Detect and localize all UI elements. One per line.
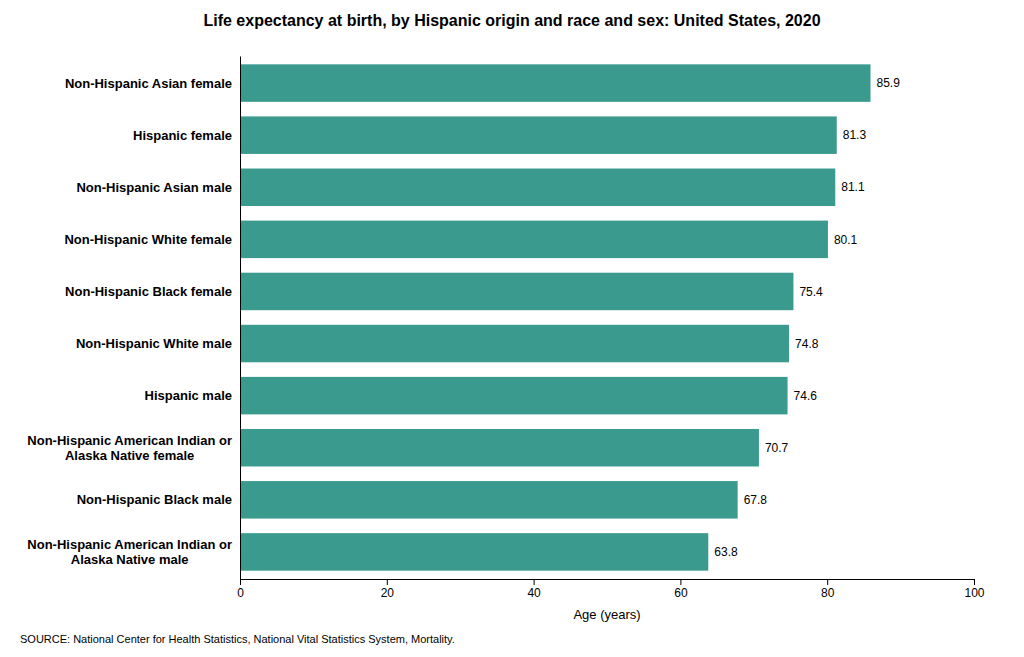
title: Life expectancy at birth, by Hispanic or… bbox=[203, 12, 820, 29]
y-tick: Non-Hispanic Asian female bbox=[65, 76, 232, 91]
data-label: 63.8 bbox=[714, 545, 738, 559]
x-tick-label: 20 bbox=[381, 586, 395, 600]
y-tick-label: Non-Hispanic Black female bbox=[65, 284, 232, 299]
x-axis-line bbox=[241, 580, 975, 586]
bar bbox=[240, 221, 828, 259]
x-tick-label: 60 bbox=[674, 586, 688, 600]
x-tick-mark bbox=[680, 579, 681, 585]
x-tick-label: 100 bbox=[964, 586, 984, 600]
y-tick-label: Hispanic male bbox=[145, 388, 232, 403]
bars bbox=[240, 64, 871, 570]
bar bbox=[240, 116, 837, 154]
x-tick-mark bbox=[387, 579, 388, 585]
x-tick-mark bbox=[827, 579, 828, 585]
x-tick-mark bbox=[974, 579, 975, 585]
y-tick-label: Non-Hispanic Asian female bbox=[65, 76, 232, 91]
x-tick: 100 bbox=[964, 579, 984, 600]
y-tick-label: Non-Hispanic American Indian orAlaska Na… bbox=[27, 537, 232, 567]
bar bbox=[240, 429, 759, 467]
x-tick-mark bbox=[534, 579, 535, 585]
y-tick: Non-Hispanic Asian male bbox=[76, 180, 232, 195]
x-tick: 20 bbox=[381, 579, 395, 600]
x-axis-title: Age (years) bbox=[573, 607, 640, 622]
y-tick-label: Non-Hispanic American Indian orAlaska Na… bbox=[27, 433, 232, 463]
x-tick-label: 40 bbox=[527, 586, 541, 600]
data-labels: 63.8 67.8 70.7 74.6 74.8 75.4 80.1 81.1 81.3 85.9 bbox=[714, 76, 900, 559]
plot-area: 63.8 67.8 70.7 74.6 74.8 75.4 80.1 81.1 81.3 85.9… bbox=[27, 57, 985, 623]
chart-svg: Life expectancy at birth, by Hispanic or… bbox=[0, 0, 1024, 657]
bar bbox=[240, 273, 793, 311]
y-tick: Non-Hispanic White female bbox=[64, 232, 232, 247]
y-tick-label: Non-Hispanic Black male bbox=[77, 492, 232, 507]
bar bbox=[240, 533, 708, 571]
data-label: 81.3 bbox=[843, 128, 867, 142]
data-label: 67.8 bbox=[744, 493, 768, 507]
data-label: 74.6 bbox=[794, 389, 818, 403]
y-axis: Non-Hispanic American Indian orAlaska Na… bbox=[27, 57, 240, 580]
data-label: 70.7 bbox=[765, 441, 789, 455]
y-tick: Non-Hispanic American Indian orAlaska Na… bbox=[27, 537, 232, 567]
bar bbox=[240, 169, 835, 207]
x-tick: 80 bbox=[821, 579, 835, 600]
x-tick-label: 80 bbox=[821, 586, 835, 600]
y-axis-line bbox=[240, 57, 241, 580]
bar bbox=[240, 481, 738, 519]
x-tick: 40 bbox=[527, 579, 541, 600]
x-tick-mark bbox=[240, 579, 241, 585]
bar bbox=[240, 64, 871, 102]
x-tick: 60 bbox=[674, 579, 688, 600]
x-tick-label: 0 bbox=[237, 586, 244, 600]
y-tick-label: Non-Hispanic Asian male bbox=[76, 180, 232, 195]
y-tick: Hispanic male bbox=[145, 388, 232, 403]
bar bbox=[240, 377, 788, 415]
y-tick-label: Non-Hispanic White female bbox=[64, 232, 232, 247]
data-label: 85.9 bbox=[877, 76, 901, 90]
y-tick: Non-Hispanic Black female bbox=[65, 284, 232, 299]
y-tick-label: Non-Hispanic White male bbox=[76, 336, 232, 351]
x-axis: 0 20 40 60 80 100 bbox=[237, 579, 985, 600]
x-tick: 0 bbox=[237, 579, 244, 600]
data-label: 81.1 bbox=[841, 180, 865, 194]
data-label: 74.8 bbox=[795, 337, 819, 351]
y-tick: Non-Hispanic White male bbox=[76, 336, 232, 351]
y-tick-label: Hispanic female bbox=[133, 128, 232, 143]
y-tick: Non-Hispanic American Indian orAlaska Na… bbox=[27, 433, 232, 463]
bar bbox=[240, 325, 789, 363]
source-note: SOURCE: National Center for Health Stati… bbox=[20, 633, 455, 645]
y-tick: Non-Hispanic Black male bbox=[77, 492, 232, 507]
y-tick: Hispanic female bbox=[133, 128, 232, 143]
data-label: 80.1 bbox=[834, 233, 858, 247]
data-label: 75.4 bbox=[799, 285, 823, 299]
